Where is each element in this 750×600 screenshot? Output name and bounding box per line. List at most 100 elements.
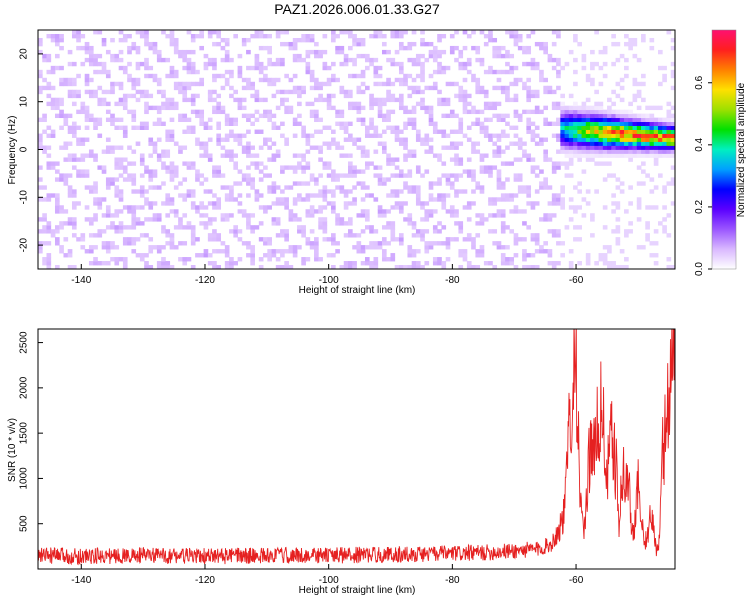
spectrogram-cell [500, 129, 506, 134]
spectrogram-cell [398, 33, 404, 39]
spectrogram-cell [156, 89, 162, 95]
spectrogram-cell [114, 229, 120, 234]
spectrogram-cell [343, 153, 349, 158]
spectrogram-cell [224, 137, 230, 142]
spectrogram-cell [169, 161, 175, 166]
spectrogram-cell [84, 117, 90, 123]
spectrogram-cell [280, 169, 285, 174]
spectrogram-cell [280, 201, 285, 206]
spectrogram-cell [131, 189, 137, 194]
y-tick-label: 1000 [19, 467, 30, 490]
spectrogram-cell [658, 49, 663, 55]
spectrogram-cell [139, 185, 145, 190]
spectrogram-cell [348, 57, 353, 63]
spectrogram-cell [636, 181, 642, 186]
spectrogram-cell [496, 77, 502, 83]
spectrogram-cell [488, 117, 493, 123]
spectrogram-cell [615, 145, 621, 150]
colorbar-tick-label: 0.6 [694, 75, 705, 89]
spectrogram-cell [80, 101, 86, 107]
spectrogram-cell [233, 137, 238, 142]
spectrogram-cell [139, 157, 145, 162]
spectrogram-cell [331, 33, 336, 39]
spectrogram-cell [144, 265, 149, 269]
spectrogram-cell [568, 217, 574, 222]
spectrogram-cell [475, 117, 481, 123]
spectrogram-cell [229, 149, 234, 154]
spectrogram-cell [590, 77, 595, 83]
spectrogram-cell [59, 209, 64, 214]
spectrogram-cell [632, 149, 638, 154]
spectrogram-cell [178, 81, 183, 87]
spectrogram-cell [534, 201, 540, 206]
spectrogram-cell [441, 101, 447, 107]
spectrogram-cell [110, 117, 115, 123]
spectrogram-cell [101, 197, 107, 202]
spectrogram-cell [224, 49, 230, 55]
spectrogram-cell [203, 121, 209, 126]
spectrogram-cell [63, 113, 69, 119]
spectrogram-cell [398, 233, 404, 238]
spectrogram-cell [169, 197, 175, 202]
spectrogram-cell [67, 217, 73, 222]
spectrogram-cell [534, 109, 540, 115]
spectrogram-cell [224, 193, 230, 198]
spectrogram-cell [148, 201, 154, 206]
spectrogram-cell [59, 245, 64, 250]
spectrogram-cell [590, 137, 595, 142]
spectrogram-cell [318, 189, 323, 194]
spectrogram-cell [483, 133, 489, 138]
spectrogram-cell [369, 125, 374, 130]
spectrogram-cell [369, 193, 374, 198]
spectrogram-cell [84, 81, 90, 87]
spectrogram-cell [182, 261, 188, 266]
spectrogram-cell [148, 173, 154, 178]
spectrogram-cell [352, 137, 357, 142]
spectrogram-cell [220, 217, 226, 222]
spectrogram-cell [619, 113, 625, 119]
spectrogram-cell [564, 117, 570, 123]
spectrogram-cell [483, 261, 489, 266]
spectrogram-cell [352, 37, 357, 43]
spectrogram-cell [636, 89, 642, 95]
spectrogram-cell [458, 189, 464, 194]
spectrogram-cell [462, 105, 468, 111]
spectrogram-cell [585, 133, 591, 138]
spectrogram-cell [611, 121, 616, 126]
spectrogram-cell [624, 41, 629, 47]
spectrogram-cell [415, 101, 421, 107]
spectrogram-cell [428, 105, 434, 111]
spectrogram-cell [556, 85, 561, 91]
spectrogram-cell [335, 217, 340, 222]
spectrogram-cell [224, 133, 230, 138]
spectrogram-cell [411, 153, 417, 158]
spectrogram-cell [381, 145, 387, 150]
spectrogram-cell [165, 129, 171, 134]
spectrogram-cell [139, 205, 145, 210]
spectrogram-cell [641, 121, 646, 126]
spectrogram-cell [670, 73, 675, 79]
spectrogram-cell [539, 217, 544, 222]
spectrogram-cell [122, 237, 128, 242]
spectrogram-cell [148, 177, 154, 182]
spectrogram-cell [641, 129, 646, 134]
spectrogram-cell [420, 141, 425, 146]
spectrogram-cell [292, 73, 298, 79]
spectrogram-cell [156, 245, 162, 250]
spectrogram-cell [114, 157, 120, 162]
spectrogram-cell [543, 121, 548, 126]
spectrogram-cell [131, 41, 137, 47]
spectrogram-cell [641, 81, 646, 87]
spectrogram-cell [352, 173, 357, 178]
spectrogram-cell [233, 161, 238, 166]
spectrogram-cell [169, 137, 175, 142]
spectrogram-cell [144, 189, 149, 194]
spectrogram-cell [71, 233, 77, 238]
spectrogram-cell [407, 245, 413, 250]
spectrogram-cell [186, 49, 192, 55]
spectrogram-cell [173, 213, 179, 218]
spectrogram-cell [636, 197, 642, 202]
spectrogram-cell [649, 145, 655, 150]
spectrogram-cell [415, 249, 421, 254]
spectrogram-cell [254, 193, 260, 198]
